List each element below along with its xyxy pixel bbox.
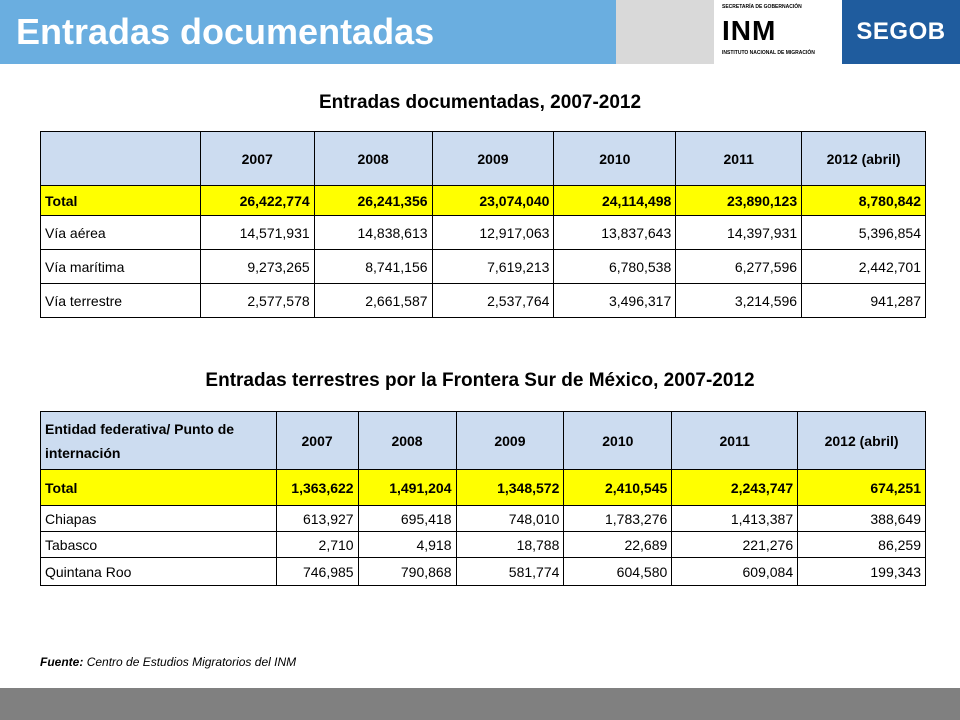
table-cell: 199,343	[797, 557, 926, 586]
table-row: Chiapas 613,927 695,418 748,010 1,783,27…	[40, 505, 926, 532]
table-header-row: 2007 2008 2009 2010 2011 2012 (abril)	[40, 131, 926, 186]
row-label: Tabasco	[40, 531, 277, 558]
page-header: Entradas documentadas SECRETARÍA DE GOBE…	[0, 0, 960, 64]
table-cell: 14,397,931	[675, 215, 803, 250]
table-row: Vía aérea 14,571,931 14,838,613 12,917,0…	[40, 215, 926, 250]
table-cell: 2,243,747	[671, 469, 799, 506]
source-label: Fuente:	[40, 655, 84, 669]
table-cell: 2,537,764	[431, 283, 555, 318]
table-cell: 2,710	[275, 531, 359, 558]
table-cell: 674,251	[797, 469, 926, 506]
table2-title: Entradas terrestres por la Frontera Sur …	[205, 370, 755, 391]
table-cell: 8,780,842	[801, 185, 926, 216]
table-cell: 18,788	[455, 531, 565, 558]
table-row-total: Total 1,363,622 1,491,204 1,348,572 2,41…	[40, 469, 926, 506]
table-cell: 604,580	[563, 557, 673, 586]
title-banner: Entradas documentadas	[0, 0, 616, 64]
row-label: Vía terrestre	[40, 283, 201, 318]
table-cell: 1,348,572	[455, 469, 565, 506]
table-cell: 1,783,276	[563, 505, 673, 532]
row-label: Vía aérea	[40, 215, 201, 250]
column-header: 2008	[313, 131, 433, 186]
table-cell: 6,780,538	[553, 249, 677, 284]
inm-logo-bottom-text: INSTITUTO NACIONAL DE MIGRACIÓN	[722, 50, 815, 56]
table-cell: 2,442,701	[801, 249, 926, 284]
column-header: 2008	[357, 411, 457, 470]
table-cell: 609,084	[671, 557, 799, 586]
table-cell: 3,214,596	[675, 283, 803, 318]
table-corner-cell	[40, 131, 201, 186]
page-title: Entradas documentadas	[16, 11, 435, 52]
table-row: Tabasco 2,710 4,918 18,788 22,689 221,27…	[40, 531, 926, 558]
inm-logo-word: INM	[722, 15, 777, 46]
row-label: Vía marítima	[40, 249, 201, 284]
column-header: 2011	[671, 411, 799, 470]
table-cell: 26,422,774	[199, 185, 315, 216]
table-cell: 941,287	[801, 283, 926, 318]
table-cell: 5,396,854	[801, 215, 926, 250]
table-cell: 2,577,578	[199, 283, 315, 318]
column-header: 2009	[455, 411, 565, 470]
column-header: 2010	[563, 411, 673, 470]
column-header: 2007	[199, 131, 315, 186]
inm-logo-top-text: SECRETARÍA DE GOBERNACIÓN	[722, 4, 802, 10]
inm-logo: SECRETARÍA DE GOBERNACIÓN INM INSTITUTO …	[722, 2, 836, 62]
table-row: Vía marítima 9,273,265 8,741,156 7,619,2…	[40, 249, 926, 284]
table-cell: 746,985	[275, 557, 359, 586]
table-cell: 695,418	[357, 505, 457, 532]
segob-logo: SEGOB	[842, 0, 960, 64]
table-cell: 14,838,613	[313, 215, 433, 250]
row-label: Quintana Roo	[40, 557, 277, 586]
table-row: Quintana Roo 746,985 790,868 581,774 604…	[40, 557, 926, 586]
table-cell: 790,868	[357, 557, 457, 586]
table-cell: 24,114,498	[553, 185, 677, 216]
table-cell: 581,774	[455, 557, 565, 586]
table-cell: 12,917,063	[431, 215, 555, 250]
table-frontera-sur: Entidad federativa/ Punto de internación…	[40, 411, 926, 586]
header-spacer	[616, 0, 714, 64]
source-note: Fuente: Centro de Estudios Migratorios d…	[40, 655, 296, 669]
table-cell: 221,276	[671, 531, 799, 558]
column-header: 2012 (abril)	[801, 131, 926, 186]
table-cell: 2,661,587	[313, 283, 433, 318]
table-corner-cell: Entidad federativa/ Punto de internación	[40, 411, 277, 470]
column-header: 2012 (abril)	[797, 411, 926, 470]
table-cell: 388,649	[797, 505, 926, 532]
column-header: 2007	[275, 411, 359, 470]
table-cell: 613,927	[275, 505, 359, 532]
table-cell: 1,491,204	[357, 469, 457, 506]
column-header: 2010	[553, 131, 677, 186]
table-cell: 4,918	[357, 531, 457, 558]
table-row: Vía terrestre 2,577,578 2,661,587 2,537,…	[40, 283, 926, 318]
table-cell: 1,413,387	[671, 505, 799, 532]
table-cell: 13,837,643	[553, 215, 677, 250]
row-label: Chiapas	[40, 505, 277, 532]
table-cell: 86,259	[797, 531, 926, 558]
footer-bar	[0, 688, 960, 720]
table-entradas-documentadas: 2007 2008 2009 2010 2011 2012 (abril) To…	[40, 131, 926, 318]
table-cell: 23,074,040	[431, 185, 555, 216]
table-row-total: Total 26,422,774 26,241,356 23,074,040 2…	[40, 185, 926, 216]
table-cell: 1,363,622	[275, 469, 359, 506]
table-cell: 22,689	[563, 531, 673, 558]
row-label: Total	[40, 469, 277, 506]
column-header: 2011	[675, 131, 803, 186]
table-cell: 7,619,213	[431, 249, 555, 284]
table-header-row: Entidad federativa/ Punto de internación…	[40, 411, 926, 470]
column-header: 2009	[431, 131, 555, 186]
row-label: Total	[40, 185, 201, 216]
source-text: Centro de Estudios Migratorios del INM	[86, 655, 297, 669]
table-cell: 2,410,545	[563, 469, 673, 506]
table1-title: Entradas documentadas, 2007-2012	[318, 92, 642, 113]
table-cell: 3,496,317	[553, 283, 677, 318]
table-cell: 6,277,596	[675, 249, 803, 284]
table-cell: 8,741,156	[313, 249, 433, 284]
table-cell: 748,010	[455, 505, 565, 532]
table-cell: 23,890,123	[675, 185, 803, 216]
table-cell: 26,241,356	[313, 185, 433, 216]
table-cell: 14,571,931	[199, 215, 315, 250]
table-cell: 9,273,265	[199, 249, 315, 284]
